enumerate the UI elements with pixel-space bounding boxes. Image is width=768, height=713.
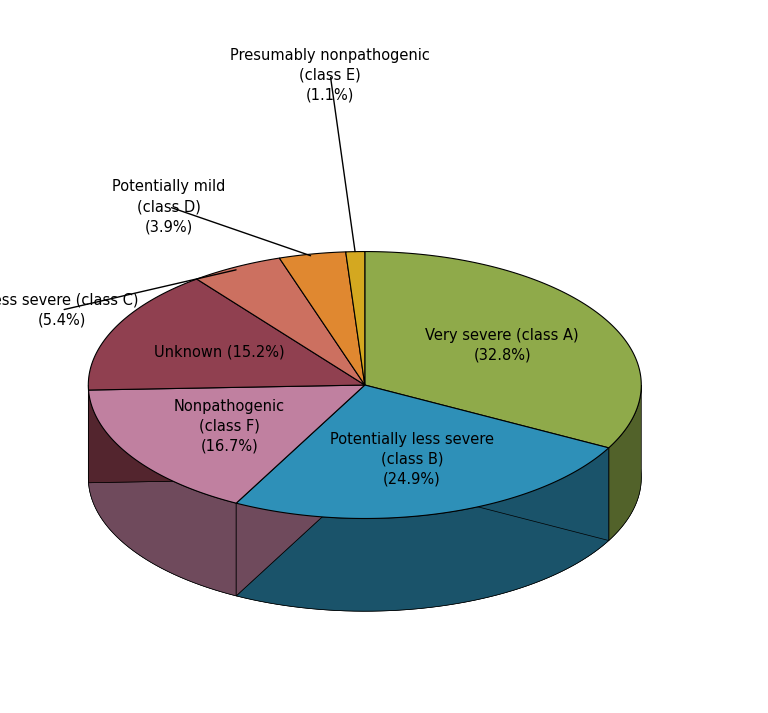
Polygon shape [365, 252, 641, 448]
Polygon shape [237, 385, 609, 518]
Polygon shape [365, 385, 609, 540]
Text: Potentially mild
(class D)
(3.9%): Potentially mild (class D) (3.9%) [112, 180, 226, 234]
Polygon shape [237, 385, 365, 596]
Polygon shape [88, 385, 365, 483]
Text: Nonpathogenic
(class F)
(16.7%): Nonpathogenic (class F) (16.7%) [174, 399, 285, 453]
Polygon shape [609, 385, 641, 540]
Text: Presumably nonpathogenic
(class E)
(1.1%): Presumably nonpathogenic (class E) (1.1%… [230, 48, 430, 102]
Polygon shape [280, 252, 365, 385]
Text: Less severe (class C)
(5.4%): Less severe (class C) (5.4%) [0, 293, 138, 327]
Polygon shape [88, 279, 365, 390]
Polygon shape [237, 448, 609, 611]
Polygon shape [237, 385, 365, 596]
Polygon shape [88, 344, 641, 611]
Text: Unknown (15.2%): Unknown (15.2%) [154, 344, 285, 359]
Polygon shape [346, 252, 365, 385]
Polygon shape [197, 258, 365, 385]
Polygon shape [88, 385, 365, 503]
Polygon shape [88, 385, 365, 483]
Text: Very severe (class A)
(32.8%): Very severe (class A) (32.8%) [425, 328, 579, 363]
Polygon shape [88, 390, 237, 596]
Polygon shape [365, 385, 609, 540]
Text: Potentially less severe
(class B)
(24.9%): Potentially less severe (class B) (24.9%… [330, 431, 494, 486]
